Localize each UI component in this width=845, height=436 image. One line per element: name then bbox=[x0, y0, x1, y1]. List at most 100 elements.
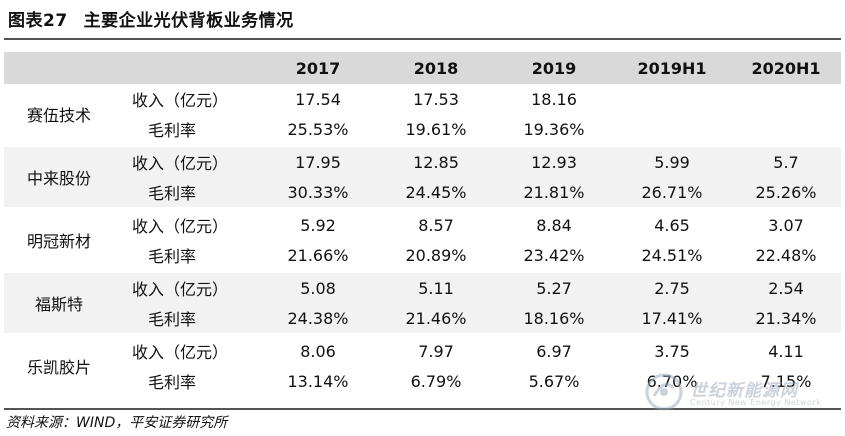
value-cell bbox=[731, 84, 841, 114]
metric-margin-label: 毛利率 bbox=[114, 303, 259, 333]
source-note: 资料来源：WIND，平安证券研究所 bbox=[6, 415, 228, 431]
metric-margin-label: 毛利率 bbox=[148, 247, 197, 266]
row-gap bbox=[4, 144, 841, 147]
value-cell: 21.34% bbox=[731, 303, 841, 333]
watermark-logo-icon bbox=[645, 373, 683, 411]
value-cell: 21.66% bbox=[287, 245, 349, 265]
company-name: 明冠新材 bbox=[26, 232, 91, 251]
table-body: 赛伍技术 收入（亿元） 17.54 17.53 18.16 毛利率 25.53% 19.61%… bbox=[4, 84, 841, 396]
table-row: 毛利率 24.38% 21.46% 18.16% 17.41% 21.34% bbox=[4, 303, 841, 333]
header-cell: 2020H1 bbox=[731, 52, 841, 84]
gap-cell bbox=[4, 270, 841, 273]
value-cell: 17.41% bbox=[613, 303, 731, 333]
value-cell: 30.33% bbox=[259, 177, 377, 207]
value-cell: 12.85 bbox=[377, 147, 495, 177]
value-cell: 4.65 bbox=[654, 215, 690, 235]
value-cell: 7.15% bbox=[760, 371, 812, 391]
value-cell bbox=[613, 84, 731, 114]
value-cell: 22.48% bbox=[755, 245, 817, 265]
value-cell: 5.08 bbox=[259, 273, 377, 303]
value-cell: 19.36% bbox=[523, 119, 585, 139]
company-name: 福斯特 bbox=[4, 273, 114, 333]
value-cell: 5.67% bbox=[528, 371, 580, 391]
data-table: 2017 2018 2019 2019H1 2020H1 赛伍技术 收入（亿元） 1… bbox=[4, 52, 841, 396]
gap-cell bbox=[4, 207, 841, 210]
value-cell: 21.46% bbox=[377, 303, 495, 333]
header-cell bbox=[114, 52, 259, 84]
value-cell: 2.75 bbox=[613, 273, 731, 303]
value-cell: 24.51% bbox=[641, 245, 703, 265]
metric-margin-label: 毛利率 bbox=[148, 373, 197, 392]
title-bar: 图表27 主要企业光伏背板业务情况 bbox=[4, 2, 841, 40]
value-cell: 2.54 bbox=[731, 273, 841, 303]
metric-margin-label: 毛利率 bbox=[148, 121, 197, 140]
table-row: 毛利率 21.66% 20.89% 23.42% 24.51% 22.48% bbox=[4, 240, 841, 270]
value-cell bbox=[731, 114, 841, 144]
figure-title: 图表27 主要企业光伏背板业务情况 bbox=[8, 6, 294, 31]
value-cell: 25.26% bbox=[731, 177, 841, 207]
table-row: 乐凯胶片 收入（亿元） 8.06 7.97 6.97 3.75 4.11 bbox=[4, 336, 841, 378]
company-name: 中来股份 bbox=[4, 147, 114, 207]
table-row: 毛利率 30.33% 24.45% 21.81% 26.71% 25.26% bbox=[4, 177, 841, 207]
value-cell: 19.61% bbox=[405, 119, 467, 139]
row-gap bbox=[4, 270, 841, 273]
table-row: 中来股份 收入（亿元） 17.95 12.85 12.93 5.99 5.7 bbox=[4, 147, 841, 207]
value-cell: 5.27 bbox=[495, 273, 613, 303]
metric-revenue-label: 收入（亿元） bbox=[114, 147, 259, 177]
value-cell: 6.79% bbox=[410, 371, 462, 391]
value-cell: 12.93 bbox=[495, 147, 613, 177]
metric-revenue-label: 收入（亿元） bbox=[132, 91, 229, 110]
value-cell: 24.45% bbox=[377, 177, 495, 207]
value-cell: 6.97 bbox=[536, 341, 572, 361]
value-cell: 5.92 bbox=[300, 215, 336, 235]
header-row: 2017 2018 2019 2019H1 2020H1 bbox=[4, 52, 841, 84]
value-cell: 18.16% bbox=[495, 303, 613, 333]
value-cell: 23.42% bbox=[523, 245, 585, 265]
value-cell: 8.06 bbox=[300, 341, 336, 361]
value-cell: 4.11 bbox=[768, 341, 804, 361]
value-cell: 7.97 bbox=[418, 341, 454, 361]
value-cell: 5.11 bbox=[377, 273, 495, 303]
table-row: 明冠新材 收入（亿元） 5.92 8.57 8.84 4.65 3.07 bbox=[4, 210, 841, 252]
value-cell: 8.57 bbox=[418, 215, 454, 235]
table-row: 福斯特 收入（亿元） 5.08 5.11 5.27 2.75 2.54 bbox=[4, 273, 841, 333]
company-name: 乐凯胶片 bbox=[26, 358, 91, 377]
value-cell: 3.75 bbox=[654, 341, 690, 361]
company-name: 赛伍技术 bbox=[26, 106, 91, 125]
header-cell: 2017 bbox=[259, 52, 377, 84]
value-cell: 5.7 bbox=[731, 147, 841, 177]
value-cell: 21.81% bbox=[495, 177, 613, 207]
value-cell: 8.84 bbox=[536, 215, 572, 235]
value-cell: 3.07 bbox=[768, 215, 804, 235]
value-cell: 17.53 bbox=[413, 89, 459, 109]
metric-revenue-label: 收入（亿元） bbox=[132, 217, 229, 236]
value-cell: 17.95 bbox=[259, 147, 377, 177]
header-cell: 2018 bbox=[377, 52, 495, 84]
value-cell: 13.14% bbox=[287, 371, 349, 391]
metric-margin-label: 毛利率 bbox=[114, 177, 259, 207]
gap-cell bbox=[4, 333, 841, 336]
value-cell bbox=[613, 114, 731, 144]
table-row: 赛伍技术 收入（亿元） 17.54 17.53 18.16 bbox=[4, 84, 841, 126]
watermark: 世纪新能源网 Century New Energy Network bbox=[632, 364, 832, 420]
bottom-divider bbox=[4, 408, 841, 410]
watermark-subtext: Century New Energy Network bbox=[690, 398, 822, 407]
table-row: 毛利率 25.53% 19.61% 19.36% bbox=[4, 114, 841, 144]
value-cell: 24.38% bbox=[259, 303, 377, 333]
watermark-text: 世纪新能源网 bbox=[690, 381, 798, 401]
figure-number: 图表27 bbox=[8, 11, 68, 31]
value-cell: 18.16 bbox=[531, 89, 577, 109]
value-cell: 26.71% bbox=[613, 177, 731, 207]
value-cell: 5.99 bbox=[613, 147, 731, 177]
header-cell: 2019H1 bbox=[613, 52, 731, 84]
header-cell bbox=[4, 52, 114, 84]
metric-revenue-label: 收入（亿元） bbox=[132, 343, 229, 362]
header-cell: 2019 bbox=[495, 52, 613, 84]
value-cell: 20.89% bbox=[405, 245, 467, 265]
value-cell: 25.53% bbox=[287, 119, 349, 139]
value-cell: 17.54 bbox=[295, 89, 341, 109]
gap-cell bbox=[4, 144, 841, 147]
row-gap bbox=[4, 333, 841, 336]
row-gap bbox=[4, 207, 841, 210]
figure-caption: 主要企业光伏背板业务情况 bbox=[83, 11, 294, 31]
